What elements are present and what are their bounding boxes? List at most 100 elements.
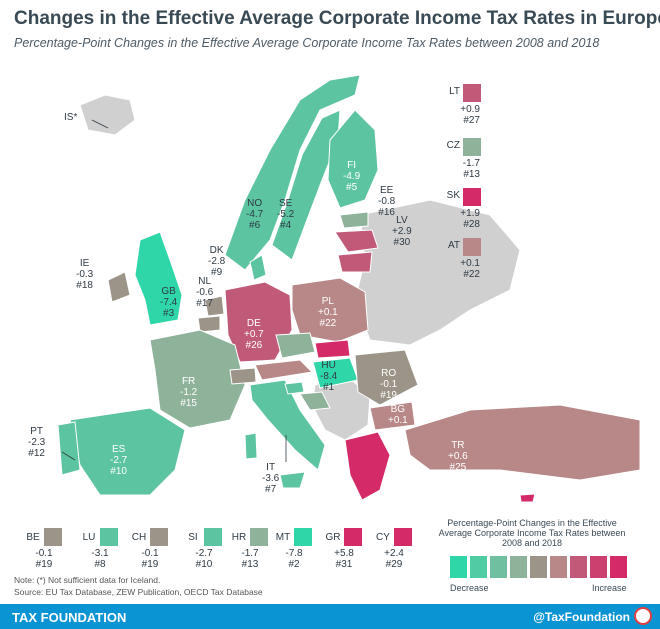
- side-sk-code: SK: [446, 190, 460, 201]
- source-text: Source: EU Tax Database, ZEW Publication…: [14, 587, 263, 597]
- label-pt-rank: #12: [28, 448, 45, 459]
- label-no-code: NO: [247, 198, 263, 209]
- label-ro: RO -0.1 #19: [380, 368, 397, 401]
- bottom-lu-code: LU: [82, 532, 96, 543]
- side-cz-swatch: [463, 138, 481, 156]
- bottom-si-code: SI: [188, 532, 198, 543]
- label-nl-code: NL: [198, 276, 212, 287]
- side-lt-swatch: [463, 84, 481, 102]
- label-fi-rank: #5: [346, 182, 358, 193]
- bottom-ch-rank: #19: [141, 559, 159, 570]
- bottom-gr-value: +5.8: [334, 548, 354, 559]
- bottom-gr-rank: #31: [335, 559, 353, 570]
- label-de-code: DE: [246, 318, 261, 329]
- label-hu-code: HU: [321, 360, 336, 371]
- bottom-ch-swatch: [150, 528, 168, 546]
- label-ie: IE -0.3 #18: [76, 258, 93, 291]
- bottom-mt-swatch: [294, 528, 312, 546]
- side-at-swatch: [463, 238, 481, 256]
- bottom-hr-code: HR: [231, 532, 247, 543]
- label-es-value: -2.7: [110, 455, 128, 466]
- label-lv: LV +2.9 #30: [392, 215, 412, 248]
- label-fr-rank: #15: [180, 398, 197, 409]
- bottom-hr-values: -1.7 #13: [232, 548, 268, 570]
- footer-bar: TAX FOUNDATION @TaxFoundation: [0, 604, 660, 629]
- label-hu-value: -8.4: [320, 371, 338, 382]
- legend-title: Percentage-Point Changes in the Effectiv…: [438, 518, 626, 548]
- label-ie-code: IE: [79, 258, 90, 269]
- region-latvia: [334, 229, 379, 253]
- region-great-britain: [134, 231, 183, 326]
- label-no-rank: #6: [249, 220, 261, 231]
- region-portugal: [57, 421, 81, 476]
- label-pt: PT -2.3 #12: [28, 426, 45, 459]
- chart-title: Changes in the Effective Average Corpora…: [14, 8, 660, 29]
- legend-swatch-5: [550, 556, 567, 578]
- label-es-code: ES: [111, 444, 126, 455]
- side-sk-text: SK: [432, 190, 460, 201]
- legend-swatch-0: [450, 556, 467, 578]
- label-gb: GB -7.4 #3: [160, 286, 177, 319]
- label-ee-code: EE: [379, 185, 394, 196]
- side-cz-values: -1.7 #13: [440, 158, 480, 180]
- region-spain: [69, 407, 186, 496]
- side-cz-text: CZ: [432, 140, 460, 151]
- label-fi-code: FI: [347, 160, 357, 171]
- label-gb-value: -7.4: [160, 297, 178, 308]
- side-sk-value: +1.9: [460, 208, 480, 219]
- legend-swatch-8: [610, 556, 627, 578]
- label-de: DE +0.7 #26: [244, 318, 264, 351]
- bottom-lu-rank: #8: [94, 559, 106, 570]
- leader-line-pt: [61, 451, 76, 461]
- label-lv-code: LV: [396, 215, 408, 226]
- bottom-mt-rank: #2: [288, 559, 300, 570]
- region-estonia: [339, 211, 369, 229]
- bottom-lu-swatch: [100, 528, 118, 546]
- note-text: Note: (*) Not sufficient data for Icelan…: [14, 575, 161, 585]
- side-at-values: +0.1 #22: [440, 258, 480, 280]
- bottom-mt-value: -7.8: [285, 548, 303, 559]
- label-dk-rank: #9: [211, 267, 223, 278]
- label-fi: FI -4.9 #5: [343, 160, 360, 193]
- bottom-hr-value: -1.7: [241, 548, 259, 559]
- region-ireland: [107, 271, 131, 303]
- region-denmark: [249, 254, 267, 281]
- side-at-rank: #22: [463, 269, 480, 280]
- side-lt-values: +0.9 #27: [440, 104, 480, 126]
- bottom-mt-code: MT: [275, 532, 291, 543]
- bottom-be-value: -0.1: [35, 548, 53, 559]
- bottom-ch-value: -0.1: [141, 548, 159, 559]
- region-sardinia: [244, 432, 258, 460]
- region-france: [149, 329, 246, 429]
- bottom-be-code: BE: [26, 532, 40, 543]
- bottom-gr-values: +5.8 #31: [326, 548, 362, 570]
- bottom-si-value: -2.7: [195, 548, 213, 559]
- bottom-be-rank: #19: [35, 559, 53, 570]
- label-fr-value: -1.2: [180, 387, 198, 398]
- label-fi-value: -4.9: [343, 171, 361, 182]
- label-gb-rank: #3: [163, 308, 175, 319]
- bottom-lu-value: -3.1: [91, 548, 109, 559]
- region-switzerland: [229, 367, 257, 385]
- chart-subtitle: Percentage-Point Changes in the Effectiv…: [14, 36, 600, 50]
- label-dk-code: DK: [209, 245, 224, 256]
- label-no-value: -4.7: [246, 209, 264, 220]
- label-pl-rank: #22: [319, 318, 337, 329]
- bottom-mt-values: -7.8 #2: [276, 548, 312, 570]
- notes: Note: (*) Not sufficient data for Icelan…: [14, 574, 263, 598]
- label-it: IT -3.6 #7: [262, 462, 279, 495]
- region-slovenia: [284, 381, 305, 395]
- label-nl: NL -0.6 #17: [196, 276, 213, 309]
- region-austria: [254, 359, 314, 381]
- label-tr: TR +0.6 #25: [448, 440, 468, 473]
- label-ro-rank: #19: [380, 390, 397, 401]
- bottom-hr-rank: #13: [241, 559, 259, 570]
- label-es: ES -2.7 #10: [110, 444, 127, 477]
- footer-handle[interactable]: @TaxFoundation: [533, 610, 630, 624]
- bottom-ch-code: CH: [131, 532, 147, 543]
- bottom-gr-swatch: [344, 528, 362, 546]
- label-lv-rank: #30: [393, 237, 411, 248]
- label-pt-code: PT: [30, 426, 43, 437]
- label-ie-rank: #18: [76, 280, 93, 291]
- legend-swatch-1: [470, 556, 487, 578]
